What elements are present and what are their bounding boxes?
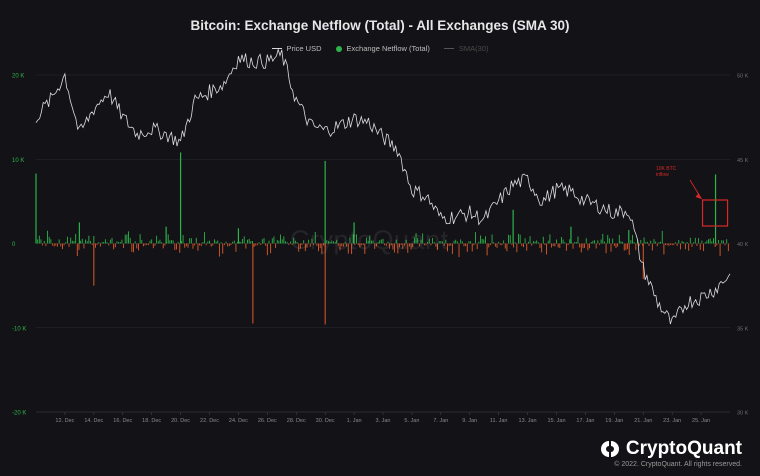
- legend-item-netflow[interactable]: Exchange Netflow (Total): [335, 44, 430, 53]
- brand-logo: CryptoQuant: [600, 438, 742, 460]
- x-tick-label: 15. Jan: [547, 418, 565, 424]
- watermark: CryptoQuant: [290, 225, 449, 255]
- left-tick-label: -20 K: [12, 411, 26, 417]
- left-tick-label: 20 K: [12, 74, 24, 80]
- x-tick-label: 9. Jan: [462, 418, 477, 424]
- legend-label: Exchange Netflow (Total): [346, 44, 430, 53]
- x-tick-label: 17. Jan: [576, 418, 594, 424]
- chart-legend: Price USD Exchange Netflow (Total) SMA(3…: [0, 44, 760, 53]
- x-tick-label: 28. Dec: [287, 418, 306, 424]
- x-tick-label: 20. Dec: [171, 418, 190, 424]
- annotation-label: 10K BTC inflow: [656, 166, 677, 178]
- line-swatch-icon: [271, 48, 282, 49]
- right-tick-label: 30 K: [737, 411, 749, 417]
- x-tick-label: 26. Dec: [258, 418, 277, 424]
- x-tick-label: 30. Dec: [316, 418, 335, 424]
- arrow-head-icon: [695, 193, 702, 199]
- legend-label: SMA(30): [458, 44, 489, 53]
- x-tick-label: 13. Jan: [519, 418, 537, 424]
- legend-item-price[interactable]: Price USD: [271, 44, 322, 53]
- x-tick-label: 1. Jan: [347, 418, 362, 424]
- x-tick-label: 19. Jan: [605, 418, 623, 424]
- x-tick-label: 12. Dec: [55, 418, 74, 424]
- chart-title: Bitcoin: Exchange Netflow (Total) - All …: [190, 18, 570, 33]
- cryptoquant-logo-icon: [600, 441, 619, 457]
- x-tick-label: 24. Dec: [229, 418, 248, 424]
- x-tick-label: 18. Dec: [142, 418, 161, 424]
- price-line: [35, 48, 731, 325]
- legend-label: Price USD: [286, 44, 322, 53]
- x-tick-label: 14. Dec: [84, 418, 103, 424]
- line-swatch-icon: [443, 48, 454, 49]
- x-tick-label: 22. Dec: [200, 418, 219, 424]
- right-tick-label: 35 K: [737, 326, 749, 332]
- right-tick-label: 45 K: [737, 158, 749, 164]
- x-tick-label: 7. Jan: [433, 418, 448, 424]
- dot-swatch-icon: [335, 45, 342, 52]
- legend-item-sma[interactable]: SMA(30): [443, 44, 489, 53]
- x-tick-label: 21. Jan: [634, 418, 652, 424]
- copyright: © 2022. CryptoQuant. All rights reserved…: [614, 461, 742, 468]
- x-tick-label: 23. Jan: [663, 418, 681, 424]
- left-tick-label: -10 K: [12, 326, 26, 332]
- annotation-box: [701, 199, 729, 227]
- left-tick-label: 0: [12, 242, 16, 248]
- right-tick-label: 50 K: [737, 74, 749, 80]
- left-tick-label: 10 K: [12, 158, 24, 164]
- brand-name: CryptoQuant: [625, 438, 742, 459]
- x-tick-label: 16. Dec: [113, 418, 132, 424]
- right-tick-label: 40 K: [737, 242, 749, 248]
- x-tick-label: 3. Jan: [376, 418, 391, 424]
- x-tick-label: 11. Jan: [490, 418, 508, 424]
- x-tick-label: 25. Jan: [692, 418, 710, 424]
- x-tick-label: 5. Jan: [404, 418, 419, 424]
